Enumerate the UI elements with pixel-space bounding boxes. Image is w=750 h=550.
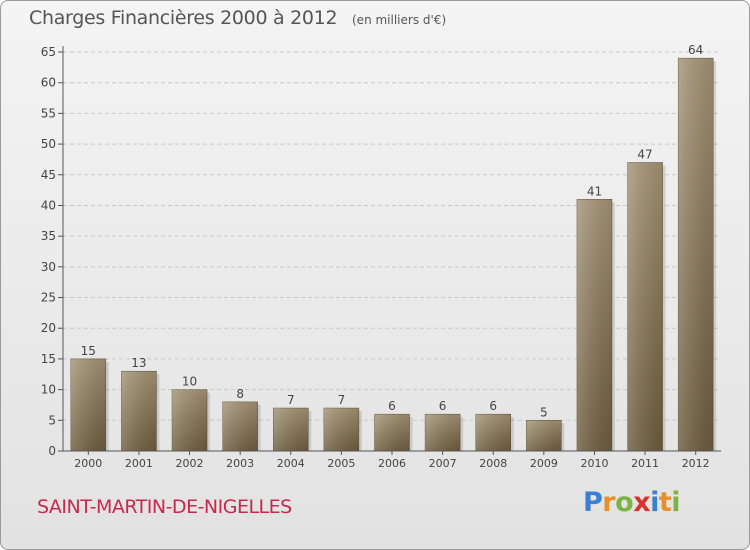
y-tick-label: 15: [41, 352, 56, 366]
bar-shade: [425, 414, 461, 451]
x-tick-label: 2004: [277, 457, 305, 470]
bar-shade: [678, 58, 714, 452]
data-label: 10: [182, 375, 197, 389]
logo-letter: o: [615, 487, 634, 518]
bar-shade: [526, 420, 562, 451]
data-label: 47: [637, 147, 652, 161]
data-label: 8: [236, 387, 244, 401]
x-tick-label: 2007: [429, 457, 457, 470]
y-tick-label: 50: [41, 137, 56, 151]
x-tick-label: 2011: [631, 457, 659, 470]
logo-letter: r: [602, 487, 616, 518]
bar-shade: [374, 414, 410, 451]
x-tick-label: 2005: [327, 457, 355, 470]
y-tick-label: 60: [41, 76, 56, 90]
bar-shade: [222, 401, 258, 451]
commune-name: SAINT-MARTIN-DE-NIGELLES: [37, 496, 292, 518]
y-tick-label: 45: [41, 168, 56, 182]
x-tick-label: 2000: [74, 457, 102, 470]
bar-shade: [70, 358, 106, 451]
y-tick-label: 20: [41, 321, 56, 335]
logo-letter: P: [583, 487, 603, 518]
y-tick-label: 55: [41, 106, 56, 120]
logo-letter: x: [633, 487, 651, 518]
x-tick-label: 2009: [530, 457, 558, 470]
y-tick-label: 5: [48, 413, 56, 427]
data-label: 13: [131, 356, 146, 370]
data-label: 15: [81, 344, 96, 358]
x-tick-label: 2001: [125, 457, 153, 470]
bar-shade: [323, 408, 359, 451]
chart-title: Charges Financières 2000 à 2012: [29, 7, 338, 29]
bar-shade: [273, 408, 309, 451]
data-label: 6: [439, 399, 447, 413]
data-label: 7: [287, 393, 295, 407]
data-label: 41: [587, 184, 602, 198]
data-label: 5: [540, 405, 548, 419]
y-tick-label: 35: [41, 229, 56, 243]
bar-shade: [172, 389, 208, 451]
chart-subtitle: (en milliers d'€): [352, 13, 447, 27]
x-tick-label: 2003: [226, 457, 254, 470]
data-label: 64: [688, 43, 703, 57]
data-label: 7: [338, 393, 346, 407]
x-tick-label: 2006: [378, 457, 406, 470]
x-tick-label: 2008: [479, 457, 507, 470]
proxiti-logo[interactable]: Proxiti: [583, 487, 681, 518]
y-tick-label: 10: [41, 383, 56, 397]
logo-letter: t: [658, 487, 672, 518]
logo-letter: i: [650, 487, 659, 518]
x-tick-label: 2012: [682, 457, 710, 470]
logo-letter: i: [671, 487, 681, 518]
data-label: 6: [388, 399, 396, 413]
bar-shade: [475, 414, 511, 451]
data-label: 6: [489, 399, 497, 413]
x-tick-label: 2010: [580, 457, 608, 470]
y-tick-label: 30: [41, 260, 56, 274]
bar-shade: [576, 199, 612, 451]
x-tick-label: 2002: [176, 457, 204, 470]
y-tick-label: 40: [41, 198, 56, 212]
y-tick-label: 65: [41, 45, 56, 59]
y-tick-label: 25: [41, 291, 56, 305]
y-tick-label: 0: [48, 444, 56, 458]
bar-shade: [121, 371, 157, 451]
bar-shade: [627, 162, 663, 451]
